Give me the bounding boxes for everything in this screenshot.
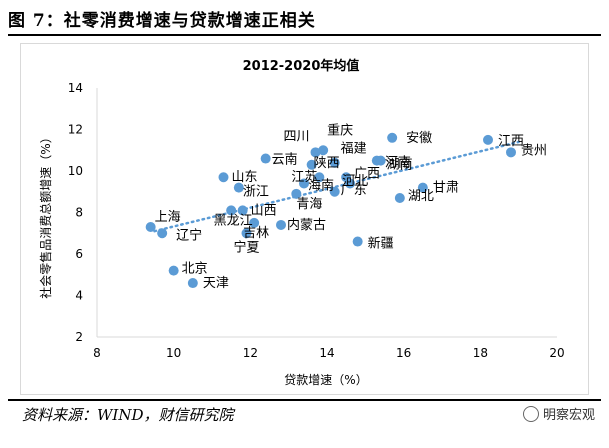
y-tick-label: 14 [68, 81, 83, 95]
data-point [375, 155, 386, 166]
data-point [237, 205, 248, 216]
y-tick-label: 8 [75, 206, 83, 220]
data-point [226, 205, 237, 216]
data-point [260, 153, 271, 164]
data-point [241, 228, 252, 239]
data-point-label: 天津 [203, 276, 229, 291]
data-point [345, 178, 355, 189]
data-points [145, 132, 516, 289]
data-point [218, 172, 229, 183]
data-point-label: 湖南 [387, 157, 413, 173]
y-tick-label: 6 [75, 247, 83, 261]
x-tick-label: 18 [473, 346, 488, 360]
data-point [329, 157, 340, 168]
data-point-label: 甘肃 [433, 181, 459, 196]
trend-line-path [153, 140, 520, 233]
data-point [329, 186, 340, 197]
data-point [276, 219, 286, 230]
data-point [233, 182, 244, 193]
data-point [314, 172, 325, 183]
trend-line [153, 140, 520, 233]
figure-title: 图 7：社零消费增速与贷款增速正相关 [8, 11, 316, 31]
wechat-icon [522, 405, 539, 422]
x-tick-label: 20 [549, 346, 564, 360]
data-point [299, 178, 309, 189]
x-tick-label: 10 [166, 346, 181, 360]
footer-rule [8, 399, 601, 401]
data-point-label: 上海 [155, 210, 181, 225]
data-point-label: 福建 [341, 142, 367, 157]
data-point [157, 228, 168, 239]
x-tick-label: 12 [243, 346, 258, 360]
data-point [318, 145, 329, 156]
data-point [417, 182, 428, 193]
y-tick-label: 12 [68, 123, 83, 137]
data-point-label: 河南 [385, 155, 411, 171]
chart-title: 2012-2020年均值 [243, 58, 360, 74]
data-point-label: 云南 [272, 152, 298, 168]
data-point [168, 265, 179, 276]
data-point [310, 147, 321, 158]
data-point-label: 北京 [182, 262, 208, 277]
data-point-label: 宁夏 [233, 239, 259, 255]
data-point-label: 山西 [251, 203, 277, 218]
data-point-label: 陕西 [314, 156, 340, 171]
data-point-label: 四川 [283, 129, 309, 144]
y-tick-label: 4 [75, 289, 83, 303]
data-point-label: 吉林 [243, 226, 269, 241]
chart-frame [20, 43, 589, 395]
data-point-label: 浙江 [243, 185, 269, 200]
title-rule [8, 34, 601, 36]
data-point-label: 重庆 [327, 122, 353, 138]
data-point-label: 新疆 [368, 236, 394, 252]
scatter-chart: 2012-2020年均值 8 10 12 14 16 18 20 2 4 6 8 10 12 14 江西贵… [38, 58, 565, 387]
data-point-label: 青海 [296, 197, 322, 212]
watermark-text: 明察宏观 [542, 408, 595, 423]
watermark: 明察宏观 [522, 404, 595, 423]
x-tick-label: 14 [319, 346, 334, 360]
data-point-label: 湖北 [408, 189, 434, 204]
data-point [187, 278, 198, 289]
data-point-label: 河北 [342, 174, 368, 189]
data-point [352, 236, 363, 247]
data-point-label: 内蒙古 [287, 217, 326, 233]
x-tick-label: 16 [396, 346, 411, 360]
source-note: 资料来源：WIND，财信研究院 [22, 406, 234, 424]
y-axis-label: 社会零售品消费总额增速（%） [38, 131, 53, 298]
y-tick-label: 10 [68, 164, 83, 178]
axes: 8 10 12 14 16 18 20 2 4 6 8 10 12 14 [68, 81, 565, 360]
x-axis-label: 贷款增速（%） [284, 373, 367, 387]
data-point-label: 山东 [232, 170, 258, 185]
y-tick-label: 2 [75, 330, 83, 344]
data-point [387, 132, 398, 143]
data-point-label: 安徽 [406, 131, 432, 146]
data-point [249, 217, 260, 228]
data-point-label: 江苏 [291, 169, 317, 185]
x-tick-label: 8 [93, 346, 101, 360]
data-point [145, 222, 156, 233]
data-point [306, 159, 317, 170]
data-point-label: 广西 [354, 166, 380, 181]
data-point [483, 134, 493, 145]
data-point-label: 广东 [341, 183, 367, 198]
data-point-label: 海南 [308, 177, 334, 193]
data-point [506, 147, 516, 158]
data-point-label: 辽宁 [176, 227, 202, 243]
data-point-label: 贵州 [521, 143, 547, 158]
data-point [394, 192, 405, 203]
data-point-label: 江西 [498, 134, 524, 149]
data-point-label: 黑龙江 [214, 213, 253, 228]
data-point [291, 188, 302, 199]
